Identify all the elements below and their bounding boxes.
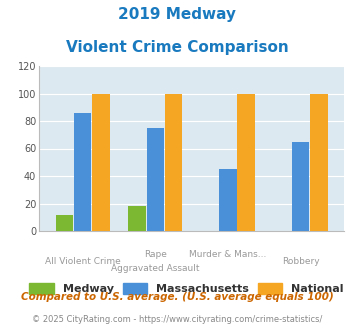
Text: Aggravated Assault: Aggravated Assault	[111, 264, 200, 273]
Bar	[292, 142, 310, 231]
Bar	[237, 93, 255, 231]
Bar	[147, 128, 164, 231]
Text: Compared to U.S. average. (U.S. average equals 100): Compared to U.S. average. (U.S. average …	[21, 292, 334, 302]
Bar	[165, 93, 182, 231]
Text: All Violent Crime: All Violent Crime	[45, 257, 121, 266]
Bar	[219, 169, 237, 231]
Bar	[92, 93, 110, 231]
Bar	[74, 113, 91, 231]
Text: 2019 Medway: 2019 Medway	[119, 7, 236, 21]
Bar	[129, 206, 146, 231]
Legend: Medway, Massachusetts, National: Medway, Massachusetts, National	[29, 283, 344, 294]
Bar	[310, 93, 328, 231]
Bar	[56, 214, 73, 231]
Text: Violent Crime Comparison: Violent Crime Comparison	[66, 40, 289, 54]
Text: © 2025 CityRating.com - https://www.cityrating.com/crime-statistics/: © 2025 CityRating.com - https://www.city…	[32, 315, 323, 324]
Text: Murder & Mans...: Murder & Mans...	[189, 250, 267, 259]
Text: Robbery: Robbery	[282, 257, 320, 266]
Text: Rape: Rape	[144, 250, 167, 259]
